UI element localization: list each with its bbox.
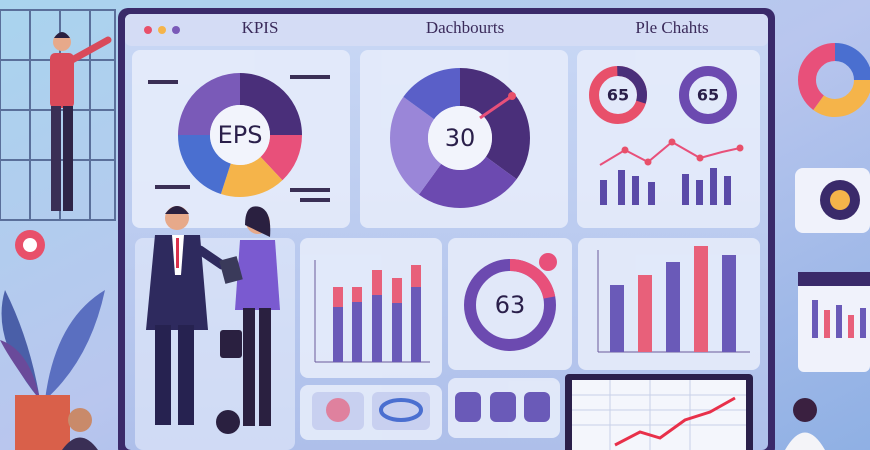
- donut-segment: [464, 259, 556, 351]
- stacked-bars: [314, 260, 430, 363]
- donut: [679, 66, 737, 124]
- donut-segment: [589, 66, 647, 124]
- donut-hole: [210, 105, 270, 165]
- trend-dots: [621, 138, 744, 166]
- legend-marks: [148, 75, 330, 202]
- pointer: [479, 94, 513, 120]
- header-bar: [125, 14, 768, 46]
- dot: [172, 26, 180, 34]
- bars: [597, 246, 750, 353]
- side-decor: [785, 43, 870, 450]
- small-bars: [600, 168, 731, 205]
- donut: [178, 73, 302, 197]
- donut: [390, 68, 530, 208]
- laptop-line: [614, 396, 736, 447]
- badge: [539, 253, 557, 271]
- laptop-grid: [572, 380, 746, 450]
- donut-label: 65: [697, 86, 719, 105]
- people: [62, 206, 295, 450]
- dot: [158, 26, 166, 34]
- person-standing: [50, 32, 112, 211]
- laptop-screen: [572, 380, 746, 450]
- tab[interactable]: Dachbourts: [426, 18, 504, 37]
- donut-label: EPS: [218, 121, 263, 149]
- donut-hole: [428, 106, 492, 170]
- plant: [0, 230, 105, 450]
- donut-label: 65: [607, 86, 629, 105]
- pointer-dot: [508, 92, 516, 100]
- tab[interactable]: Ple Chahts: [635, 18, 708, 37]
- tab[interactable]: KPIS: [242, 18, 279, 37]
- dot: [144, 26, 152, 34]
- donut-label: 63: [495, 291, 526, 319]
- donut-label: 30: [445, 124, 476, 152]
- icons: [312, 392, 550, 430]
